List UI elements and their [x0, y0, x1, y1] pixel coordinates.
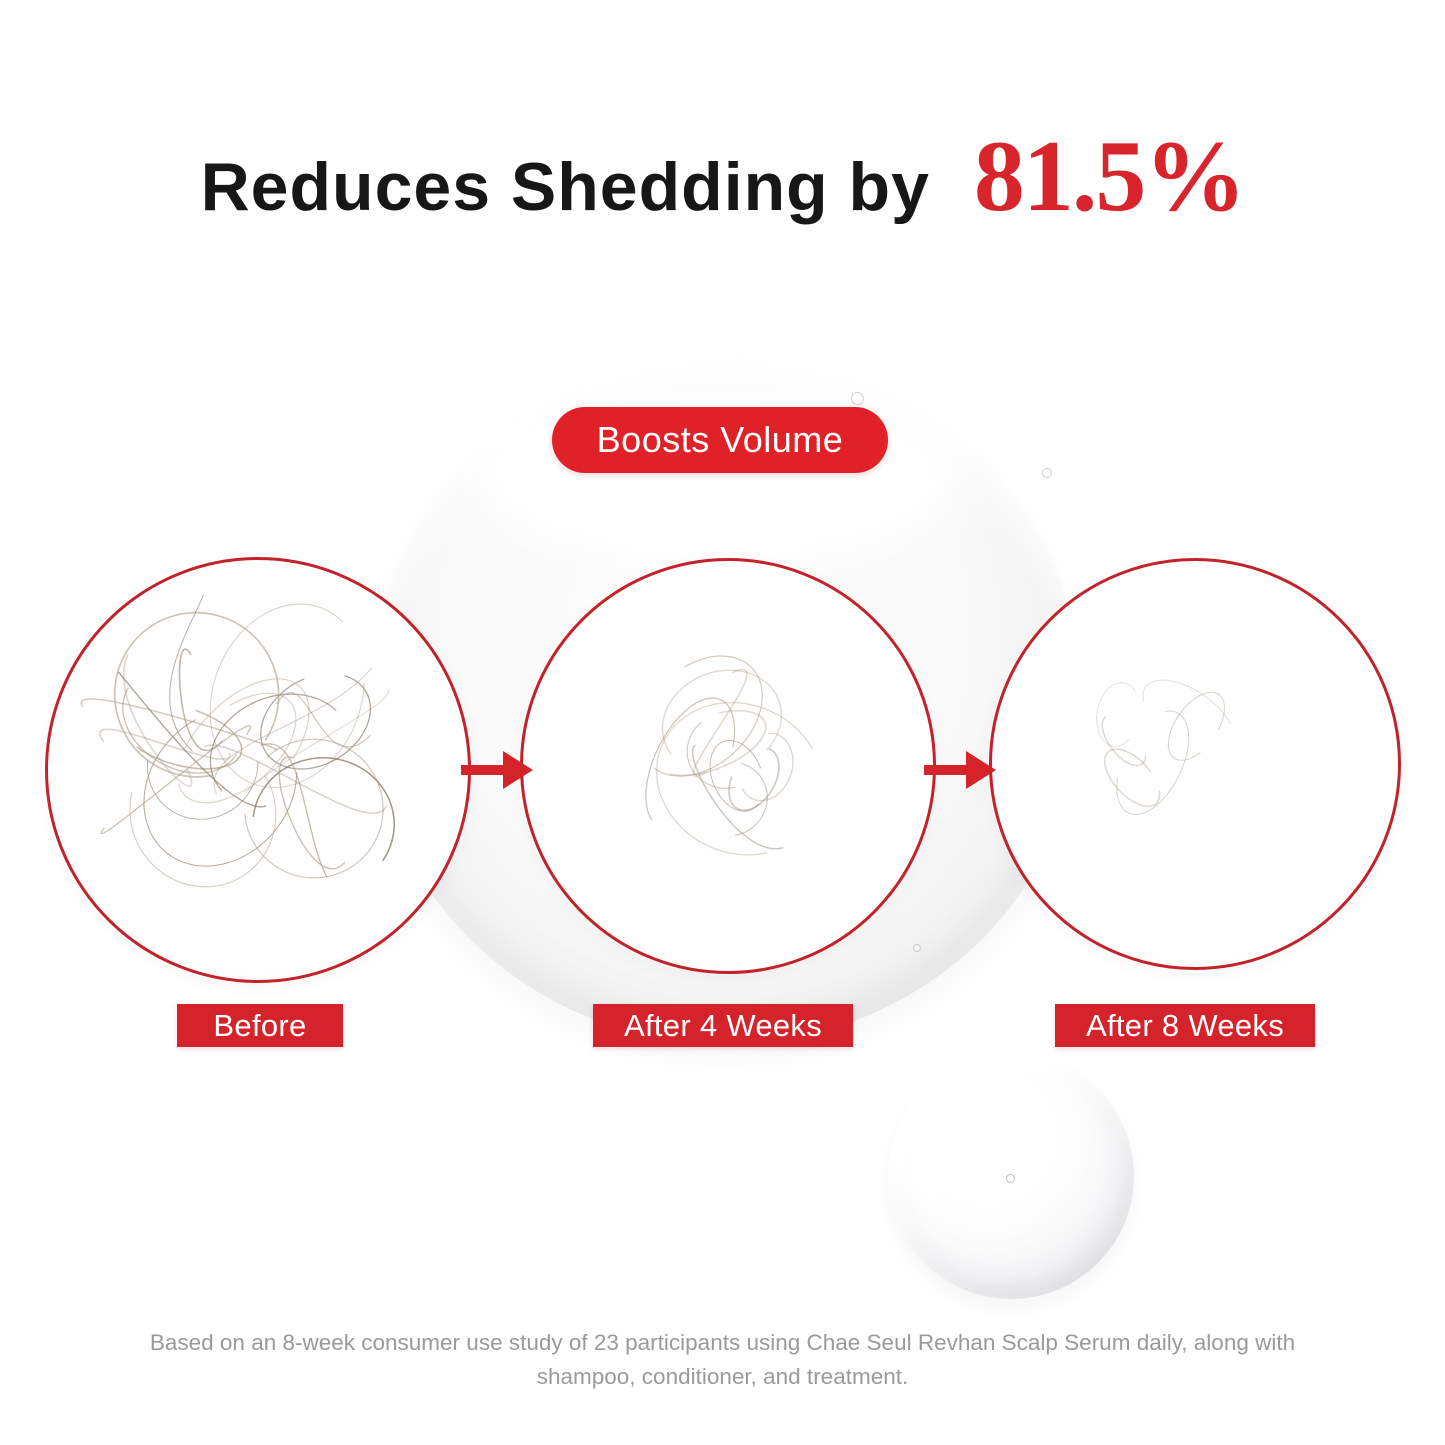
air-bubble [1042, 468, 1052, 478]
title-stat-value: 81.5% [973, 120, 1246, 233]
hair-sample-circle-after-4-weeks [520, 558, 936, 974]
hair-sample-circle-before [45, 557, 471, 983]
stage-label-before: Before [177, 1004, 343, 1047]
arrow-right-icon [924, 751, 996, 789]
arrow-shaft [461, 765, 507, 775]
hair-clump-medium-illustration [645, 655, 814, 856]
page-title: Reduces Shedding by 81.5% [0, 118, 1445, 235]
title-text: Reduces Shedding by [200, 149, 930, 225]
arrow-right-icon [461, 751, 533, 789]
stage-label-after-4-weeks: After 4 Weeks [593, 1004, 853, 1047]
arrow-shaft [924, 765, 970, 775]
arrow-head [503, 751, 533, 789]
arrow-head [966, 751, 996, 789]
boosts-volume-badge: Boosts Volume [552, 407, 888, 473]
hair-clump-dense-illustration [80, 595, 395, 888]
hair-clump-sparse-illustration [1096, 679, 1231, 815]
stage-label-after-8-weeks: After 8 Weeks [1055, 1004, 1315, 1047]
air-bubble [851, 392, 864, 405]
study-disclaimer: Based on an 8-week consumer use study of… [149, 1330, 1296, 1389]
hair-sample-circle-after-8-weeks [989, 558, 1401, 970]
air-bubble [913, 944, 921, 952]
air-bubble [1006, 1174, 1015, 1183]
